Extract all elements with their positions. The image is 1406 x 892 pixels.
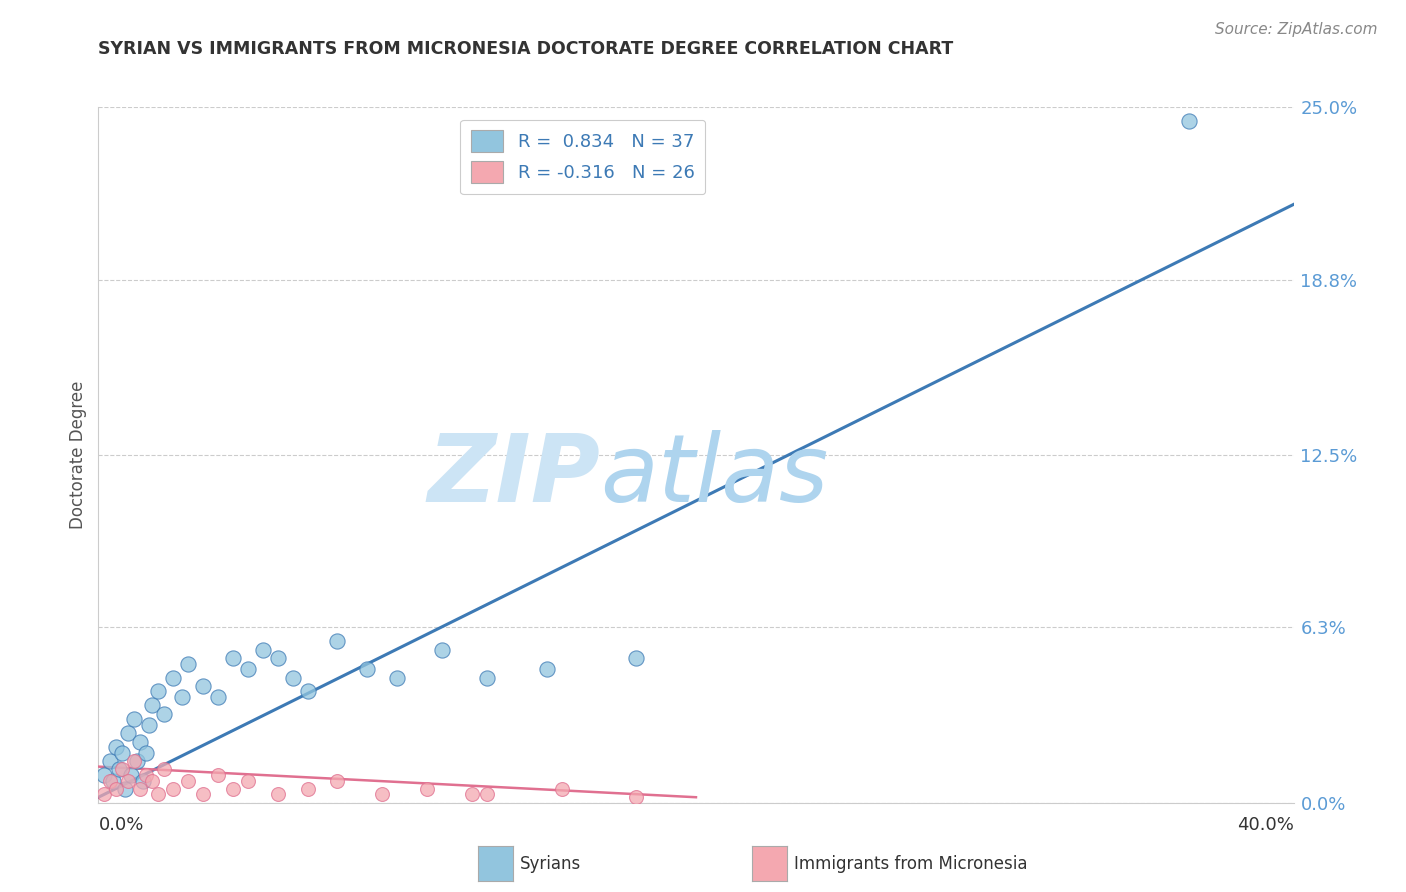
Point xyxy=(162,671,184,685)
Point xyxy=(385,671,409,685)
Point xyxy=(1178,114,1201,128)
Point xyxy=(148,684,170,698)
Point xyxy=(111,763,134,777)
Point xyxy=(177,657,200,671)
Point xyxy=(252,642,274,657)
Point xyxy=(117,773,139,788)
Point xyxy=(127,754,149,768)
Point xyxy=(111,746,134,760)
Point xyxy=(141,773,163,788)
Point xyxy=(124,712,146,726)
Text: Immigrants from Micronesia: Immigrants from Micronesia xyxy=(794,855,1028,873)
Text: SYRIAN VS IMMIGRANTS FROM MICRONESIA DOCTORATE DEGREE CORRELATION CHART: SYRIAN VS IMMIGRANTS FROM MICRONESIA DOC… xyxy=(98,40,953,58)
Point xyxy=(267,788,290,802)
Point xyxy=(430,642,453,657)
Point xyxy=(356,662,378,676)
Point xyxy=(103,773,125,788)
Point xyxy=(138,718,160,732)
Point xyxy=(148,788,170,802)
Point xyxy=(536,662,558,676)
Point xyxy=(105,781,128,796)
Point xyxy=(93,768,115,782)
Point xyxy=(135,768,157,782)
Point xyxy=(105,740,128,755)
Point xyxy=(172,690,194,704)
Point xyxy=(135,746,157,760)
Point xyxy=(326,634,349,648)
Text: Syrians: Syrians xyxy=(520,855,582,873)
Point xyxy=(108,763,131,777)
Point xyxy=(124,754,146,768)
Legend: R =  0.834   N = 37, R = -0.316   N = 26: R = 0.834 N = 37, R = -0.316 N = 26 xyxy=(460,120,706,194)
Point xyxy=(416,781,439,796)
Point xyxy=(100,773,122,788)
Point xyxy=(129,781,152,796)
Point xyxy=(475,788,498,802)
Text: ZIP: ZIP xyxy=(427,430,600,522)
Point xyxy=(93,788,115,802)
Point xyxy=(191,679,214,693)
Point xyxy=(475,671,498,685)
Point xyxy=(132,773,155,788)
Text: 0.0%: 0.0% xyxy=(98,816,143,834)
Point xyxy=(129,734,152,748)
Point xyxy=(114,781,136,796)
Point xyxy=(461,788,484,802)
Point xyxy=(222,781,245,796)
Point xyxy=(281,671,304,685)
Point xyxy=(162,781,184,796)
Point xyxy=(297,781,319,796)
Point xyxy=(153,763,176,777)
Text: Source: ZipAtlas.com: Source: ZipAtlas.com xyxy=(1215,22,1378,37)
Point xyxy=(100,754,122,768)
Y-axis label: Doctorate Degree: Doctorate Degree xyxy=(69,381,87,529)
Point xyxy=(236,662,259,676)
Point xyxy=(207,690,229,704)
Point xyxy=(207,768,229,782)
Point xyxy=(371,788,394,802)
Text: atlas: atlas xyxy=(600,430,828,521)
Point xyxy=(153,706,176,721)
Point xyxy=(141,698,163,713)
Point xyxy=(326,773,349,788)
Point xyxy=(222,651,245,665)
Point xyxy=(117,726,139,740)
Point xyxy=(236,773,259,788)
Point xyxy=(120,768,142,782)
Point xyxy=(550,781,572,796)
Point xyxy=(297,684,319,698)
Point xyxy=(626,790,648,805)
Point xyxy=(267,651,290,665)
Point xyxy=(626,651,648,665)
Point xyxy=(177,773,200,788)
Text: 40.0%: 40.0% xyxy=(1237,816,1294,834)
Point xyxy=(191,788,214,802)
